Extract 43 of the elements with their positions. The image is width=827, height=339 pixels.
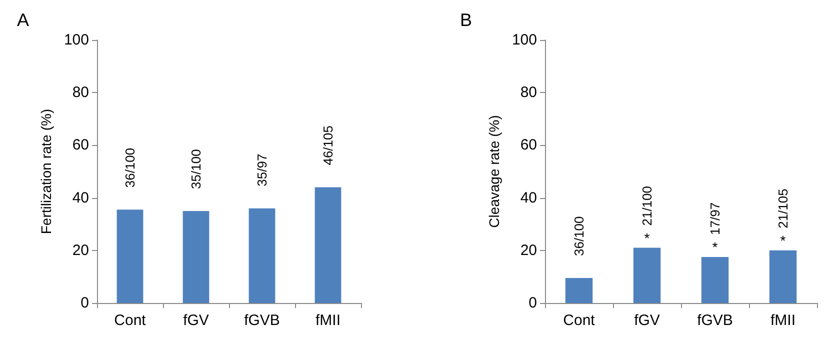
annotation: *	[712, 238, 718, 255]
y-axis-title: Fertilization rate (%)	[38, 108, 54, 234]
y-tick-label: 40	[520, 189, 537, 206]
x-tick-label: Cont	[114, 312, 147, 329]
data-label: 36/100	[122, 148, 138, 188]
data-label: 17/97	[708, 202, 722, 235]
y-tick-label: 100	[512, 32, 537, 48]
y-tick-label: 80	[72, 84, 89, 102]
annotation: *	[780, 232, 786, 248]
y-tick-label: 60	[72, 136, 89, 154]
y-tick-label: 100	[64, 32, 89, 48]
y-tick-label: 0	[80, 294, 89, 312]
x-tick-label: Cont	[563, 312, 596, 329]
y-tick-label: 40	[72, 189, 89, 206]
y-tick-label: 20	[72, 242, 89, 259]
bar	[701, 256, 729, 303]
data-label: 46/105	[320, 126, 336, 166]
y-tick-label: 20	[520, 242, 537, 259]
data-label: 21/100	[640, 186, 654, 226]
x-tick-label: fGVB	[697, 312, 733, 329]
data-label: 21/105	[776, 188, 790, 228]
bar	[314, 187, 342, 303]
bar	[769, 250, 797, 303]
annotation: *	[644, 230, 650, 246]
bar	[182, 210, 210, 303]
data-label: 35/100	[188, 149, 204, 189]
x-tick-label: fMII	[770, 312, 796, 329]
chart-title: A	[17, 10, 30, 30]
x-tick-label: fGVB	[244, 312, 280, 329]
x-tick-label: fMII	[316, 312, 340, 329]
x-tick-label: fGV	[183, 312, 209, 329]
bar	[116, 210, 144, 303]
y-tick-label: 80	[520, 84, 537, 102]
data-label: 36/100	[572, 216, 586, 256]
y-tick-label: 0	[528, 294, 537, 312]
y-tick-label: 60	[520, 136, 537, 154]
x-tick-label: fGV	[634, 312, 660, 329]
y-axis-title: Cleavage rate (%)	[486, 115, 502, 228]
bar	[248, 208, 276, 303]
chart-title: B	[460, 10, 472, 30]
bar	[565, 278, 593, 303]
bar	[633, 248, 661, 303]
data-label: 35/97	[254, 154, 270, 186]
